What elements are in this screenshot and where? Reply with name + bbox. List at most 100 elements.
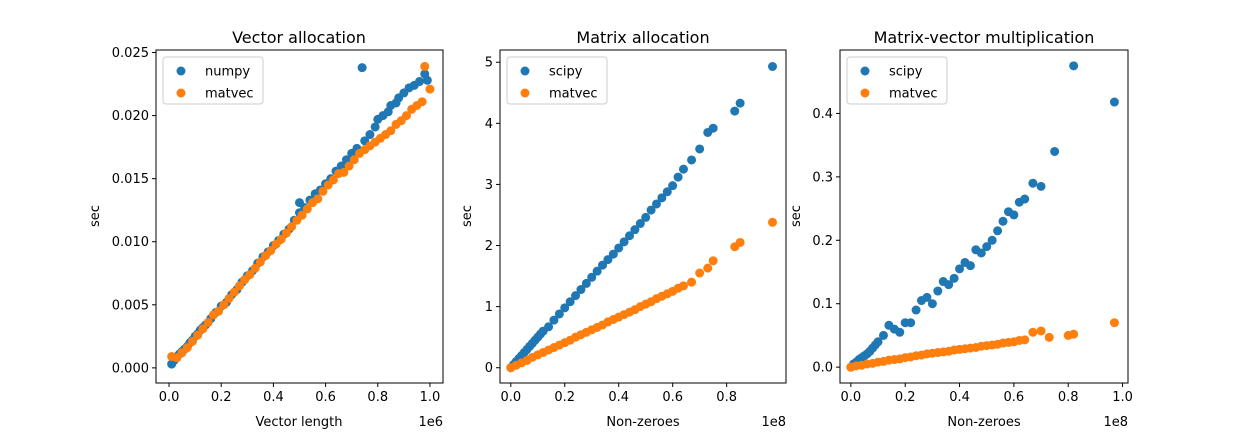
data-point — [386, 126, 396, 136]
data-point — [313, 194, 323, 204]
data-point — [708, 256, 718, 266]
data-point — [708, 123, 718, 133]
data-point — [415, 77, 425, 87]
data-point — [276, 234, 286, 244]
data-point — [873, 337, 883, 347]
data-point — [911, 305, 921, 315]
data-point — [571, 291, 581, 301]
data-point — [370, 122, 380, 132]
data-point — [417, 97, 427, 107]
data-point — [1020, 335, 1030, 345]
data-point — [949, 273, 959, 283]
data-point — [695, 144, 705, 154]
data-point — [768, 217, 778, 227]
data-point — [641, 212, 651, 222]
panel-matrix-allocation: Matrix allocation Non-zeroes sec 1e8 0.0… — [460, 28, 787, 430]
legend-marker — [520, 88, 530, 98]
data-point — [906, 318, 916, 328]
y-tick-label: 0.010 — [112, 235, 149, 250]
data-point — [668, 181, 678, 191]
panel-matrix-vector-multiplication: Matrix-vector multiplication Non-zeroes … — [789, 28, 1133, 430]
data-point — [735, 237, 745, 247]
x-tick-label: 0.6 — [1004, 390, 1025, 405]
data-point — [955, 264, 965, 274]
data-point — [203, 317, 213, 327]
series-matvec — [506, 217, 778, 373]
data-point — [1069, 61, 1079, 71]
legend-marker — [520, 66, 530, 76]
y-tick-label: 5 — [485, 56, 493, 71]
data-point — [630, 225, 640, 235]
data-point — [425, 84, 435, 94]
y-axis-label: sec — [460, 205, 475, 227]
data-point — [401, 111, 411, 121]
x-axis-label: Non-zeroes — [606, 415, 679, 430]
x-tick-label: 0.8 — [1058, 390, 1079, 405]
data-point — [662, 187, 672, 197]
data-point — [1009, 210, 1019, 220]
chart-title: Matrix-vector multiplication — [874, 28, 1095, 47]
legend: scipy matvec — [506, 56, 608, 105]
data-point — [193, 330, 203, 340]
data-point — [1069, 329, 1079, 339]
data-point — [287, 222, 297, 232]
data-point — [735, 98, 745, 108]
chart-title: Vector allocation — [232, 28, 366, 47]
series-scipy — [506, 61, 778, 373]
legend-frame — [846, 56, 948, 105]
data-point — [229, 287, 239, 297]
y-axis-label: sec — [789, 205, 804, 227]
data-point — [687, 155, 697, 165]
data-point — [1028, 327, 1038, 337]
x-tick-label: 0.8 — [367, 390, 388, 405]
data-point — [598, 260, 608, 270]
x-axis-offset-label: 1e8 — [1103, 415, 1128, 430]
x-tick-label: 0.6 — [315, 390, 336, 405]
plot-area-frame — [155, 49, 444, 384]
data-point — [1050, 146, 1060, 156]
data-point — [182, 343, 192, 353]
legend-label: scipy — [549, 65, 583, 80]
legend-frame — [506, 56, 608, 105]
x-tick-label: 0.2 — [895, 390, 916, 405]
data-point — [703, 263, 713, 273]
y-axis-label: sec — [88, 205, 103, 227]
data-point — [357, 63, 367, 73]
data-point — [933, 286, 943, 296]
data-point — [695, 268, 705, 278]
data-point — [281, 228, 291, 238]
data-point — [998, 216, 1008, 226]
data-point — [768, 61, 778, 71]
data-point — [349, 155, 359, 165]
data-point — [678, 281, 688, 291]
data-point — [198, 324, 208, 334]
data-point — [1109, 97, 1119, 107]
x-tick-label: 0.2 — [211, 390, 232, 405]
data-point — [895, 327, 905, 337]
data-point — [965, 261, 975, 271]
x-tick-label: 0.4 — [949, 390, 970, 405]
data-point — [922, 292, 932, 302]
series-matvec — [846, 318, 1119, 372]
y-tick-label: 0.0 — [812, 361, 833, 376]
y-tick-label: 0.025 — [112, 46, 149, 61]
data-point — [1036, 181, 1046, 191]
legend-label: matvec — [549, 87, 598, 102]
data-point — [255, 257, 265, 267]
chart-title: Matrix allocation — [576, 28, 709, 47]
data-point — [266, 246, 276, 256]
data-point — [549, 315, 559, 325]
y-tick-label: 0.3 — [812, 170, 833, 185]
data-point — [993, 226, 1003, 236]
data-point — [1109, 318, 1119, 328]
data-point — [651, 199, 661, 209]
legend: numpy matvec — [162, 56, 264, 105]
data-point — [927, 299, 937, 309]
y-tick-label: 0.020 — [112, 109, 149, 124]
data-point — [635, 219, 645, 229]
legend-label: scipy — [889, 65, 923, 80]
x-tick-label: 0.0 — [841, 390, 862, 405]
data-point — [214, 306, 224, 316]
legend-marker — [176, 88, 186, 98]
data-point — [365, 130, 375, 140]
